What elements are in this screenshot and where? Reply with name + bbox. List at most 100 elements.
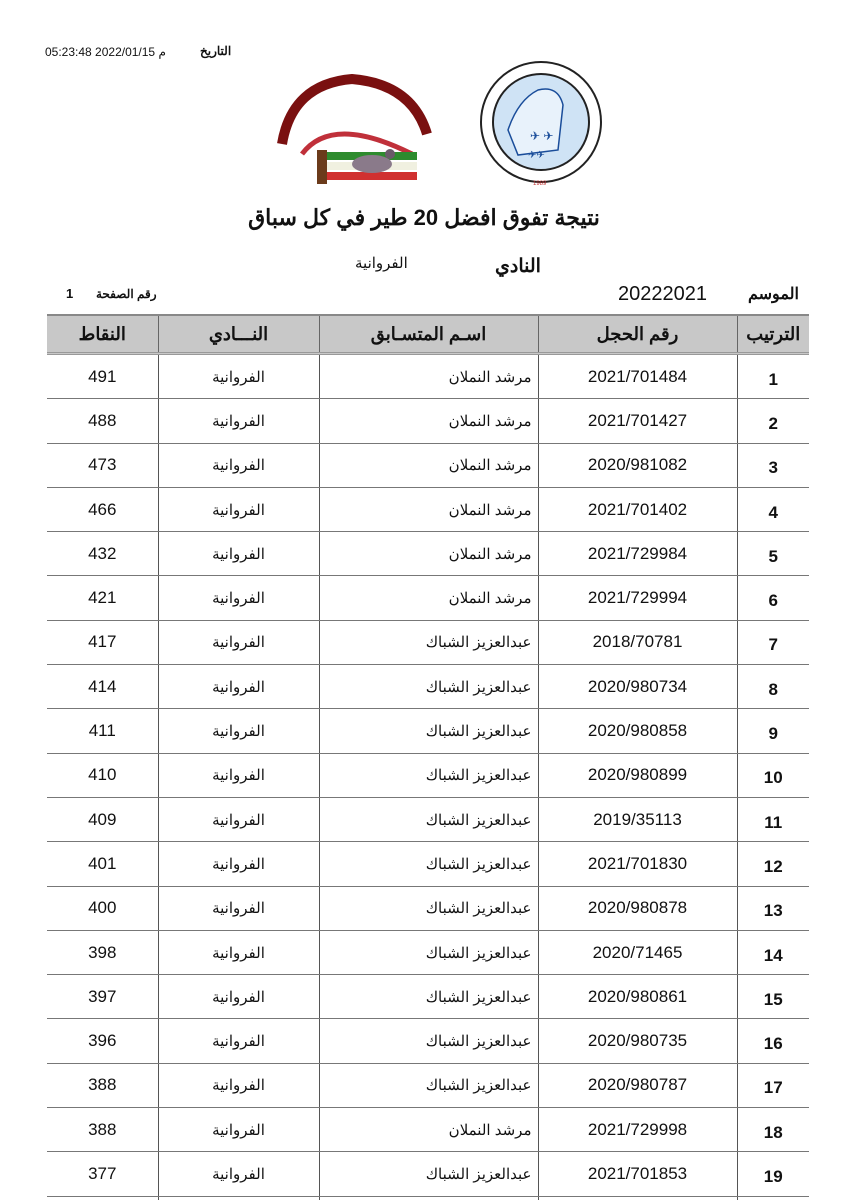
table-row: 10 2020/980899 عبدالعزيز الشباك الفروانية 41…: [47, 753, 809, 798]
cell-ring: 2021/701427: [537, 398, 737, 444]
cell-points: 401: [47, 841, 158, 887]
cell-name: مرشد النملان: [318, 531, 538, 577]
cell-club: الفروانية: [157, 753, 319, 798]
cell-club: الفروانية: [157, 708, 319, 754]
cell-points: 417: [47, 620, 158, 666]
cell-rank: 16: [736, 1018, 809, 1064]
cell-name: عبدالعزيز الشباك: [318, 797, 538, 843]
cell-points: 491: [47, 353, 158, 400]
cell-points: 473: [47, 443, 158, 488]
table-row: 17 2020/980787 عبدالعزيز الشباك الفروانية 38…: [47, 1063, 809, 1109]
date-value: 05:23:48 2022/01/15 م: [45, 45, 166, 59]
cell-club: الفروانية: [157, 1063, 319, 1109]
cell-name: عبدالعزيز الشباك: [318, 1063, 538, 1109]
cell-club: الفروانية: [157, 531, 319, 577]
cell-ring: 2020/980787: [537, 1063, 737, 1109]
cell-name: مرشد النملان: [318, 487, 538, 533]
cell-name: عبدالعزيز الشباك: [318, 974, 538, 1020]
kuwait-racing-pigeon-club-logo: [277, 74, 432, 184]
col-ring-header: رقم الحجل: [537, 314, 737, 355]
cell-points: 432: [47, 531, 158, 577]
table-row: 14 2020/71465 عبدالعزيز الشباك الفروانية 398: [47, 930, 809, 976]
cell-rank: 13: [736, 886, 809, 931]
table-row: 2 2021/701427 مرشد النملان الفروانية 488: [47, 398, 809, 444]
cell-points: 388: [47, 1063, 158, 1109]
club-value: الفروانية: [355, 255, 408, 272]
cell-points: 396: [47, 1018, 158, 1064]
table-row: 8 2020/980734 عبدالعزيز الشباك الفروانية 414: [47, 664, 809, 710]
table-row: 3 2020/981082 مرشد النملان الفروانية 473: [47, 443, 809, 488]
table-row: 1 2021/701484 مرشد النملان الفروانية 491: [47, 353, 809, 400]
cell-name: مرشد النملان: [318, 575, 538, 621]
cell-rank: 8: [736, 664, 809, 710]
cell-rank: 7: [736, 620, 809, 666]
table-row: 16 2020/980735 عبدالعزيز الشباك الفروانية 39…: [47, 1018, 809, 1064]
cell-club: الفروانية: [157, 1196, 319, 1200]
cell-rank: 5: [736, 531, 809, 577]
cell-club: الفروانية: [157, 1107, 319, 1153]
table-row: 4 2021/701402 مرشد النملان الفروانية 466: [47, 487, 809, 533]
table-row: 5 2021/729984 مرشد النملان الفروانية 432: [47, 531, 809, 577]
cell-points: 398: [47, 930, 158, 976]
cell-name: مرشد النملان: [318, 443, 538, 488]
table-row: 7 2018/70781 عبدالعزيز الشباك الفروانية 417: [47, 620, 809, 666]
cell-ring: 2019/35113: [537, 797, 737, 843]
cell-ring: 2020/981082: [537, 443, 737, 488]
cell-rank: 20: [736, 1196, 809, 1200]
col-rank-header: الترتيب: [736, 314, 809, 355]
results-table: الترتيب رقم الحجل اسـم المتسـابق النـــا…: [47, 314, 809, 1200]
page-number-value: 1: [66, 286, 74, 301]
cell-ring: 2020/980861: [537, 974, 737, 1020]
cell-points: 388: [47, 1107, 158, 1153]
table-row: 19 2021/701853 عبدالعزيز الشباك الفروانية 37…: [47, 1151, 809, 1197]
cell-club: الفروانية: [157, 487, 319, 533]
cell-club: الفروانية: [157, 664, 319, 710]
cell-club: الفروانية: [157, 353, 319, 400]
table-row: 11 2019/35113 عبدالعزيز الشباك الفروانية 409: [47, 797, 809, 843]
cell-club: الفروانية: [157, 841, 319, 887]
date-label: التاريخ: [200, 44, 232, 58]
table-row: 15 2020/980861 عبدالعزيز الشباك الفروانية 39…: [47, 974, 809, 1020]
cell-points: 377: [47, 1151, 158, 1197]
svg-text:✈✈: ✈✈: [528, 150, 545, 161]
cell-rank: 12: [736, 841, 809, 887]
cell-ring: 2020/980878: [537, 886, 737, 931]
cell-name: مرشد النملان: [318, 1107, 538, 1153]
cell-rank: 11: [736, 797, 809, 843]
cell-ring: 2020/980907: [537, 1196, 737, 1200]
cell-name: مرشد النملان: [318, 398, 538, 444]
cell-ring: 2020/980858: [537, 708, 737, 754]
club-label: النادي: [495, 256, 541, 277]
table-row: 18 2021/729998 مرشد النملان الفروانية 388: [47, 1107, 809, 1153]
cell-ring: 2020/980734: [537, 664, 737, 710]
cell-club: الفروانية: [157, 1151, 319, 1197]
cell-points: 414: [47, 664, 158, 710]
cell-ring: 2020/980735: [537, 1018, 737, 1064]
cell-points: 410: [47, 753, 158, 798]
cell-ring: 2021/701402: [537, 487, 737, 533]
cell-name: عبدالعزيز الشباك: [318, 841, 538, 887]
cell-rank: 3: [736, 443, 809, 488]
cell-name: مرشد النملان: [318, 353, 538, 400]
cell-ring: 2021/701484: [537, 353, 737, 400]
cell-club: الفروانية: [157, 620, 319, 666]
cell-rank: 1: [736, 353, 809, 400]
cell-points: 466: [47, 487, 158, 533]
cell-rank: 14: [736, 930, 809, 976]
svg-text:1989: 1989: [533, 181, 547, 187]
report-title: نتيجة تفوق افضل 20 طير في كل سباق: [248, 205, 600, 230]
cell-rank: 2: [736, 398, 809, 444]
cell-ring: 2021/701853: [537, 1151, 737, 1197]
cell-name: عبدالعزيز الشباك: [318, 620, 538, 666]
table-row: 12 2021/701830 عبدالعزيز الشباك الفروانية 40…: [47, 841, 809, 887]
cell-points: 397: [47, 974, 158, 1020]
cell-points: 369: [47, 1196, 158, 1200]
cell-name: عبدالعزيز الشباك: [318, 1151, 538, 1197]
cell-ring: 2021/729998: [537, 1107, 737, 1153]
col-name-header: اسـم المتسـابق: [318, 314, 538, 355]
cell-rank: 19: [736, 1151, 809, 1197]
cell-name: عبدالعزيز الشباك: [318, 753, 538, 798]
svg-text:✈ ✈: ✈ ✈: [530, 129, 553, 143]
cell-club: الفروانية: [157, 398, 319, 444]
cell-points: 488: [47, 398, 158, 444]
